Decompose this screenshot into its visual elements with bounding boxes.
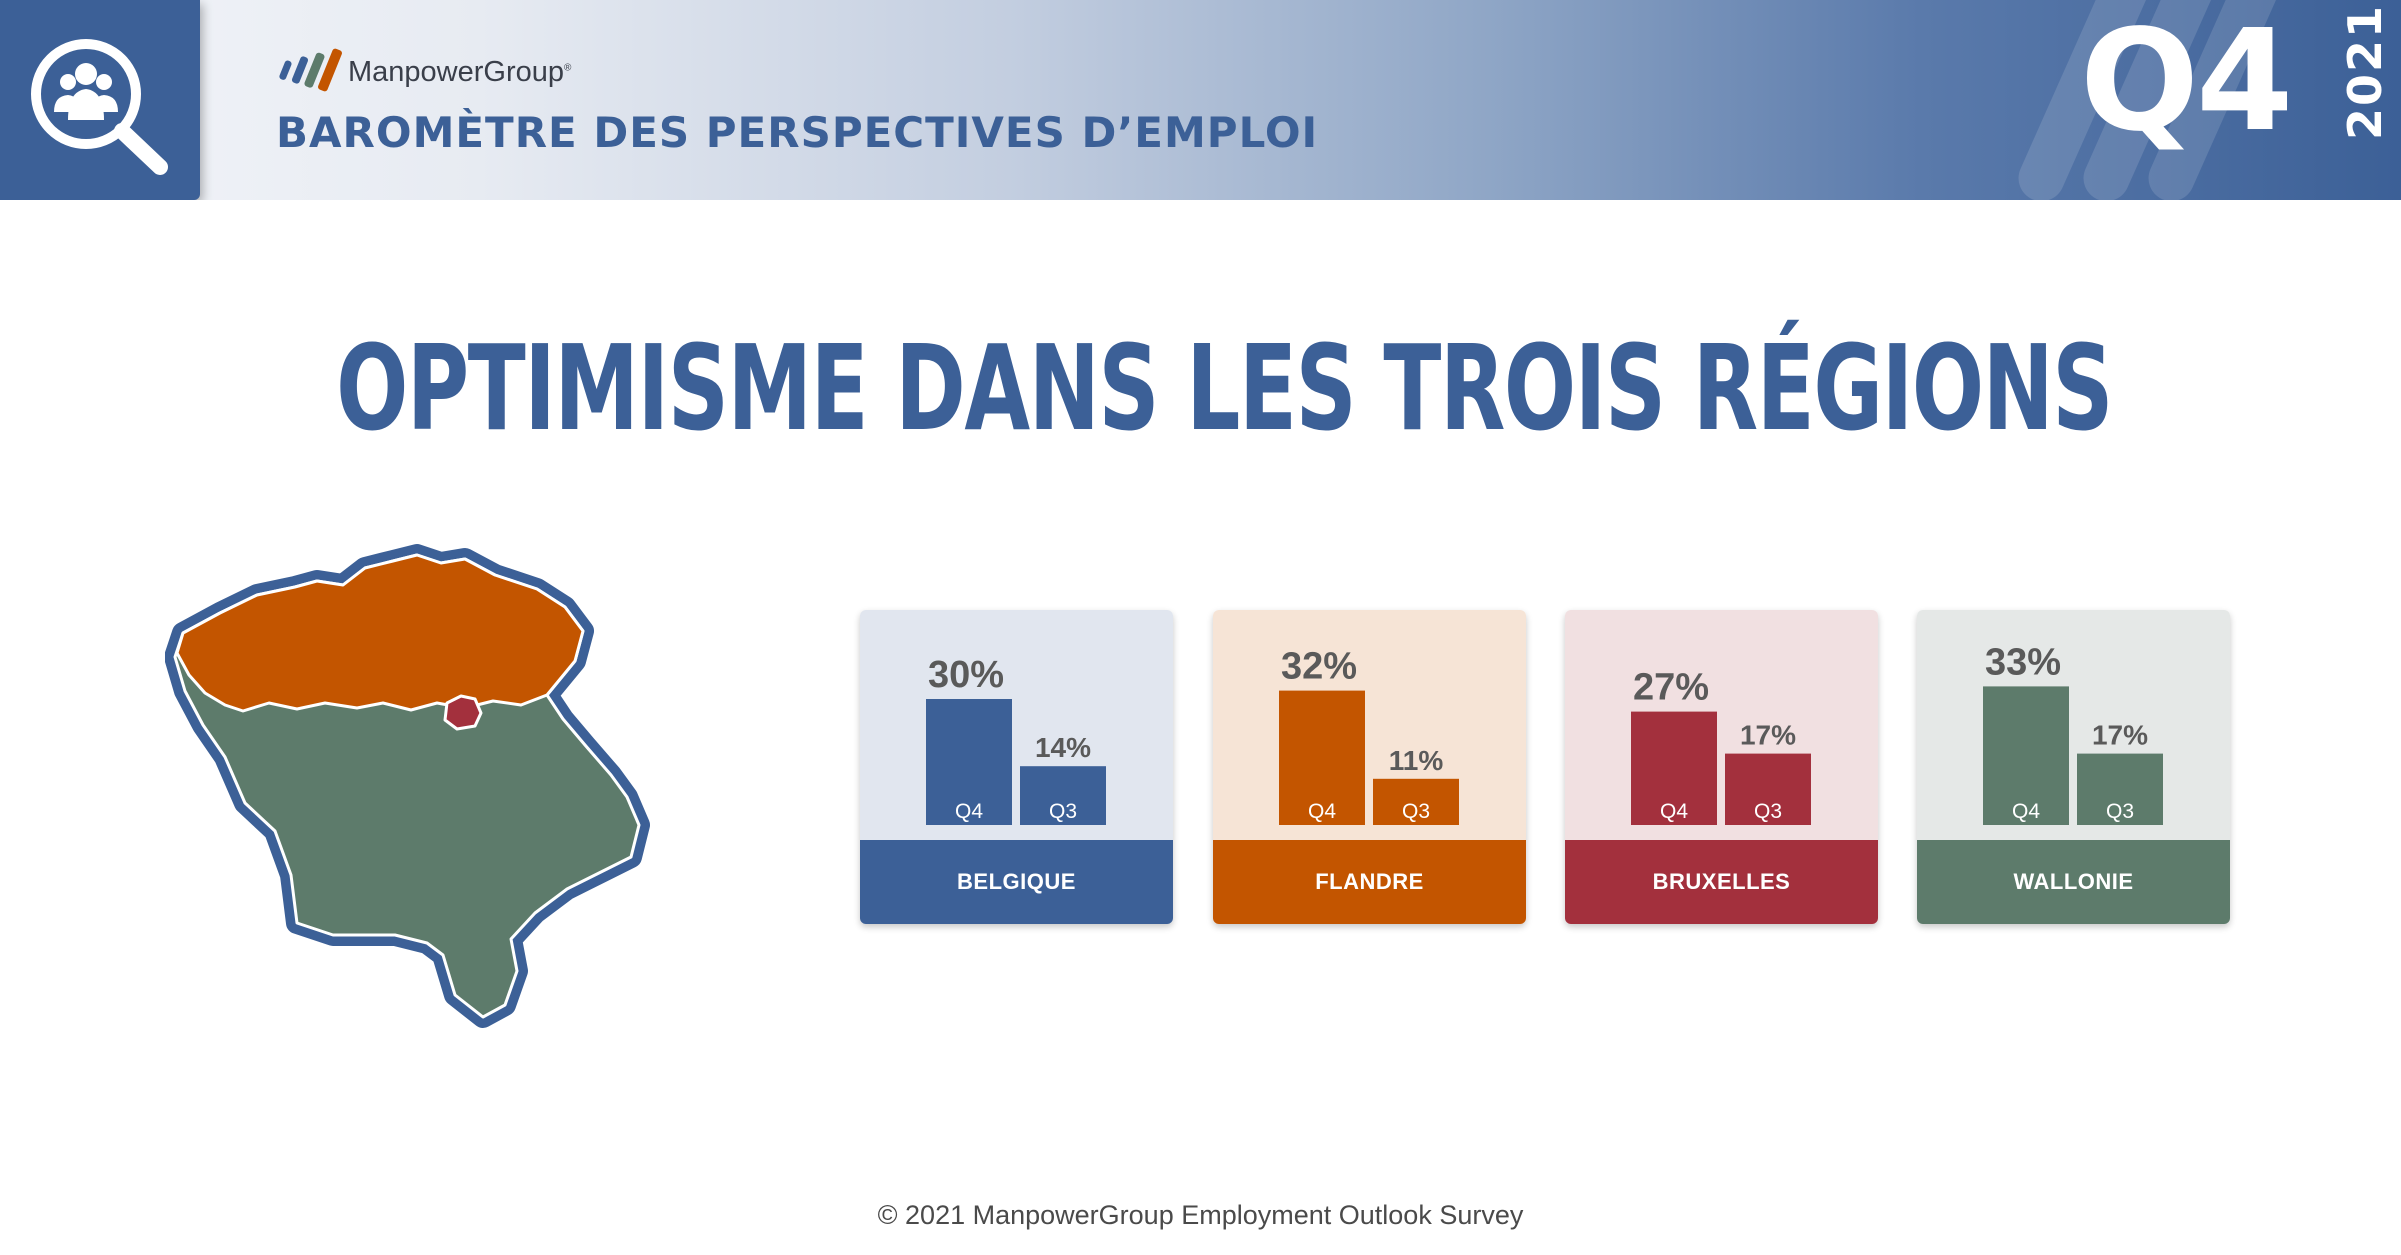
region-label-flandre: FLANDRE (1315, 869, 1424, 894)
bar-q3-flandre (1373, 778, 1459, 825)
region-label-wallonie: WALLONIE (2013, 869, 2134, 894)
bar-chart-wallonie: Q4 33% Q3 17% (1917, 610, 2230, 924)
bar-value-q3-belgique: 14% (1035, 732, 1091, 763)
quarter-label: Q4 (2080, 0, 2293, 163)
bar-chart-belgique: Q4 30% Q3 14% (860, 610, 1173, 924)
bar-category-q4: Q4 (2012, 800, 2040, 823)
bar-category-q4: Q4 (955, 800, 983, 823)
region-label-belgique: BELGIQUE (957, 869, 1076, 894)
bar-category-q3: Q3 (1754, 800, 1782, 823)
bar-value-q3-wallonie: 17% (2092, 720, 2148, 751)
region-card-bruxelles: Q4 27% Q3 17% BRUXELLES (1565, 610, 1878, 924)
belgium-regions-map (165, 544, 650, 1028)
bar-chart-bruxelles: Q4 27% Q3 17% (1565, 610, 1878, 924)
bar-chart-flandre: Q4 32% Q3 11% (1213, 610, 1526, 924)
card-label-band (860, 840, 1173, 924)
bar-value-q3-flandre: 11% (1389, 745, 1444, 776)
logo-icon (279, 48, 342, 92)
card-label-band (1213, 840, 1526, 924)
card-label-band (1917, 840, 2230, 924)
bar-category-q4: Q4 (1660, 800, 1688, 823)
region-card-wallonie: Q4 33% Q3 17% WALLONIE (1917, 610, 2230, 924)
bar-q4-flandre (1279, 690, 1365, 825)
bar-q3-belgique (1020, 766, 1106, 825)
bar-q4-belgique (926, 699, 1012, 825)
card-label-band (1565, 840, 1878, 924)
bar-value-q4-belgique: 30% (928, 654, 1004, 696)
bar-value-q3-bruxelles: 17% (1740, 720, 1796, 751)
year-label: 2021 (2338, 3, 2392, 140)
bar-category-q3: Q3 (1402, 800, 1430, 823)
bar-category-q4: Q4 (1308, 800, 1336, 823)
bar-category-q3: Q3 (2106, 800, 2134, 823)
bar-q3-bruxelles (1725, 753, 1811, 825)
search-people-icon (31, 39, 168, 175)
brand-name: ManpowerGroup® (348, 56, 572, 88)
page-title: OPTIMISME DANS LES TROIS RÉGIONS (336, 319, 2113, 457)
search-people-icon-box (0, 0, 200, 200)
bar-q4-bruxelles (1631, 711, 1717, 825)
bar-value-q4-bruxelles: 27% (1633, 667, 1709, 709)
bar-q3-wallonie (2077, 753, 2163, 825)
region-card-belgique: Q4 30% Q3 14% BELGIQUE (860, 610, 1173, 924)
region-card-flandre: Q4 32% Q3 11% FLANDRE (1213, 610, 1526, 924)
header-banner: ManpowerGroup® BAROMÈTRE DES PERSPECTIVE… (0, 0, 2401, 200)
region-label-bruxelles: BRUXELLES (1652, 869, 1791, 894)
bar-value-q4-wallonie: 33% (1985, 641, 2061, 683)
bar-q4-wallonie (1983, 686, 2069, 825)
footer-copyright: © 2021 ManpowerGroup Employment Outlook … (877, 1200, 1524, 1230)
report-subtitle: BAROMÈTRE DES PERSPECTIVES D’EMPLOI (276, 108, 1319, 157)
bar-category-q3: Q3 (1049, 800, 1077, 823)
bar-value-q4-flandre: 32% (1281, 646, 1357, 688)
